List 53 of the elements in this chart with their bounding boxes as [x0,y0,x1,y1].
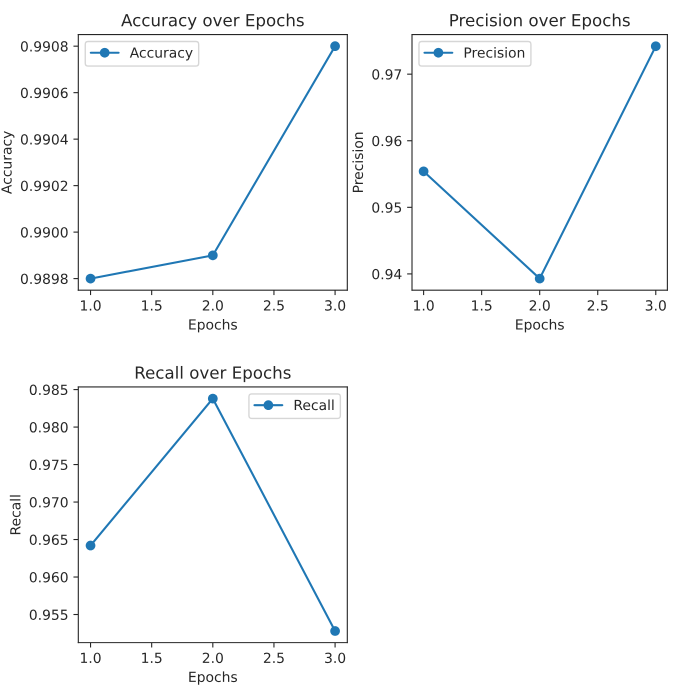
x-tick-label: 1.0 [414,300,434,311]
x-tick-label: 1.0 [81,300,101,311]
y-tick-label: 0.9902 [20,180,68,192]
y-tick-label: 0.985 [30,384,68,396]
y-tick-label: 0.955 [30,609,68,620]
x-axis-title: Epochs [189,318,238,332]
point [86,540,96,550]
y-tick-label: 0.9900 [20,227,68,238]
y-tick-label: 0.960 [30,572,68,582]
x-tick-label: 2.0 [202,300,223,311]
legend-label: Precision [464,47,524,58]
y-tick-label: 0.96 [372,136,402,146]
y-tick-label: 0.980 [30,422,68,433]
point [330,626,340,636]
y-axis-title: Recall [10,495,21,534]
x-axis-title: Epochs [516,318,564,332]
x-tick-label: 2.5 [264,300,284,311]
point [208,394,218,404]
y-tick-label: 0.94 [372,268,402,280]
legend-label: Accuracy [130,47,193,60]
y-tick-label: 0.970 [30,497,68,508]
x-tick-label: 2.5 [588,300,608,311]
y-axis-title: Accuracy [1,131,14,194]
x-tick-label: 3.0 [325,652,346,664]
y-tick-label: 0.97 [372,69,402,80]
x-tick-label: 1.0 [81,652,101,664]
y-tick-label: 0.9904 [20,134,68,145]
legend-label: Recall [294,399,334,410]
y-tick-label: 0.95 [372,202,402,213]
x-tick-label: 1.5 [142,300,162,311]
y-tick-label: 0.965 [30,534,68,546]
y-axis-title: Precision [352,132,364,192]
x-tick-label: 2.0 [530,300,550,311]
x-tick-label: 2.5 [264,652,284,664]
point [418,166,428,176]
y-tick-label: 0.9908 [20,41,68,52]
point [534,274,545,284]
y-tick-label: 0.975 [30,460,68,470]
point [86,274,96,284]
x-axis-title: Epochs [189,671,238,685]
x-tick-label: 3.0 [646,300,666,311]
point [208,250,218,260]
chart-title: Precision over Epochs [450,14,630,30]
y-tick-label: 0.9906 [20,88,68,98]
x-tick-label: 3.0 [325,300,346,311]
x-tick-label: 2.0 [202,652,223,664]
x-tick-label: 1.5 [472,300,492,311]
point [330,41,340,52]
chart-title: Accuracy over Epochs [121,14,304,30]
y-tick-label: 0.9898 [20,274,68,284]
point [650,41,661,52]
chart-title: Recall over Epochs [136,366,291,382]
x-tick-label: 1.5 [142,652,162,664]
